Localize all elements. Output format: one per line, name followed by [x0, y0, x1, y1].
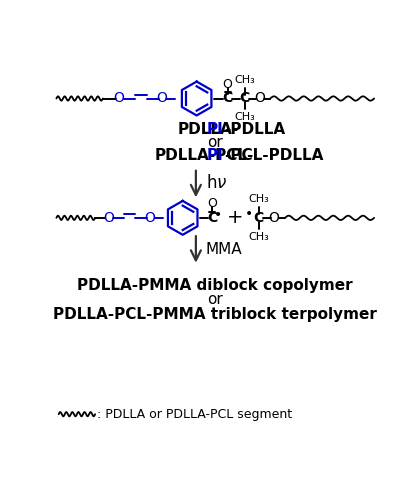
Text: PDLLA-: PDLLA- — [178, 122, 239, 137]
Text: O: O — [145, 211, 155, 225]
Text: PI: PI — [207, 122, 223, 137]
Text: -PDLLA: -PDLLA — [225, 122, 286, 137]
Text: +: + — [227, 208, 244, 228]
Text: : PDLLA or PDLLA-PCL segment: : PDLLA or PDLLA-PCL segment — [97, 408, 293, 420]
Text: -PCL-PDLLA: -PCL-PDLLA — [225, 148, 324, 163]
Text: PDLLA-PMMA diblock copolymer: PDLLA-PMMA diblock copolymer — [77, 278, 353, 293]
Text: PI: PI — [207, 148, 223, 163]
Text: O: O — [114, 92, 125, 106]
Text: •: • — [214, 208, 223, 222]
Text: O: O — [207, 196, 217, 209]
Text: O: O — [156, 92, 167, 106]
Text: O: O — [103, 211, 114, 225]
Text: O: O — [223, 78, 233, 91]
Text: C: C — [207, 211, 217, 225]
Text: C: C — [239, 92, 250, 106]
Text: CH₃: CH₃ — [248, 194, 269, 204]
Text: O: O — [269, 211, 280, 225]
Text: or: or — [207, 292, 223, 307]
Text: CH₃: CH₃ — [248, 232, 269, 241]
Text: CH₃: CH₃ — [234, 74, 255, 85]
Text: CH₃: CH₃ — [234, 112, 255, 122]
Text: MMA: MMA — [206, 242, 243, 257]
Text: h$\nu$: h$\nu$ — [206, 174, 227, 192]
Text: C: C — [254, 211, 264, 225]
Text: PDLLA-PCL-PMMA triblock terpolymer: PDLLA-PCL-PMMA triblock terpolymer — [53, 306, 377, 322]
Text: O: O — [254, 92, 265, 106]
Text: C: C — [223, 92, 233, 106]
Text: or: or — [207, 135, 223, 150]
Text: •: • — [244, 207, 253, 221]
Text: PDLLA-PCL-: PDLLA-PCL- — [155, 148, 254, 163]
